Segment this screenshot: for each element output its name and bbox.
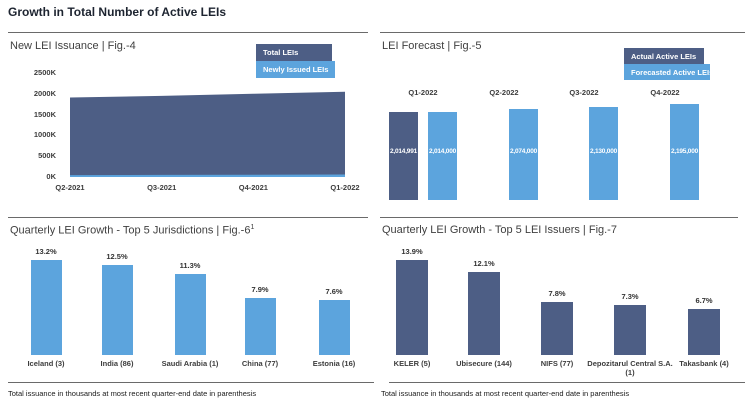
legend-item-actual-active-leis: Actual Active LEIs	[624, 48, 704, 64]
chart-title-fig7: Quarterly LEI Growth - Top 5 LEI Issuers…	[382, 224, 617, 236]
divider	[380, 217, 738, 218]
footnote-marker: 1	[250, 224, 255, 231]
bar	[30, 260, 62, 355]
area-series-svg	[70, 91, 345, 177]
bar	[244, 298, 276, 355]
percent-label: 13.2%	[35, 247, 57, 256]
x-axis-label: Q4-2021	[238, 183, 268, 192]
divider	[8, 32, 368, 33]
bar	[541, 302, 573, 355]
category-label: India (86)	[100, 359, 134, 368]
category-label: Q1-2022	[408, 88, 438, 97]
bar-forecast	[670, 104, 699, 200]
category-label: Q3-2022	[569, 88, 599, 97]
area-series-newly-issued-leis	[70, 174, 345, 177]
x-axis-label: Q3-2021	[147, 183, 177, 192]
bar	[101, 265, 133, 355]
chart-title-fig5: LEI Forecast | Fig.-5	[382, 40, 482, 52]
footnote-fig6: Total issuance in thousands at most rece…	[8, 389, 257, 398]
divider	[389, 382, 745, 383]
legend-fig4: Total LEIs Newly Issued LEIs	[256, 44, 335, 78]
percent-label: 12.5%	[106, 252, 128, 261]
category-label: Depozitarul Central S.A. (1)	[587, 359, 673, 377]
chart-title-fig6: Quarterly LEI Growth - Top 5 Jurisdictio…	[10, 224, 254, 237]
divider	[8, 382, 374, 383]
bar	[614, 305, 646, 355]
bar-value-label: 2,014,991	[389, 148, 418, 155]
bar-actual	[389, 112, 418, 200]
legend-item-total-leis: Total LEIs	[256, 44, 332, 61]
y-tick-label: 1500K	[33, 110, 56, 119]
category-label: Iceland (3)	[27, 359, 65, 368]
percent-label: 7.9%	[251, 285, 269, 294]
category-label: Estonia (16)	[312, 359, 356, 368]
page-title: Growth in Total Number of Active LEIs	[8, 5, 227, 19]
percent-label: 13.9%	[401, 247, 423, 256]
divider	[8, 217, 368, 218]
bar	[318, 300, 350, 355]
bar-value-label: 2,195,000	[670, 148, 699, 155]
y-tick-label: 500K	[38, 151, 56, 160]
footnote-fig7: Total issuance in thousands at most rece…	[381, 389, 630, 398]
y-tick-label: 2000K	[33, 89, 56, 98]
divider	[380, 32, 745, 33]
y-tick-label: 0K	[46, 172, 56, 181]
legend-item-newly-issued-leis: Newly Issued LEIs	[256, 61, 335, 78]
percent-label: 11.3%	[179, 261, 201, 270]
category-label: China (77)	[241, 359, 279, 368]
y-tick-label: 1000K	[33, 130, 56, 139]
bar-forecast	[589, 107, 618, 200]
legend-fig5: Actual Active LEIs Forecasted Active LEI…	[624, 48, 713, 80]
percent-label: 7.3%	[621, 292, 639, 301]
percent-label: 7.8%	[548, 289, 566, 298]
x-axis-label: Q1-2022	[330, 183, 360, 192]
category-label: Q2-2022	[489, 88, 519, 97]
bar-forecast	[509, 109, 538, 200]
bar-value-label: 2,074,000	[509, 148, 538, 155]
bar-value-label: 2,130,000	[589, 148, 618, 155]
legend-item-forecasted-active-leis: Forecasted Active LEIs	[624, 64, 713, 80]
category-label: NIFS (77)	[540, 359, 574, 368]
y-tick-label: 2500K	[33, 68, 56, 77]
category-label: Takasbank (4)	[679, 359, 729, 368]
bar	[396, 260, 428, 355]
percent-label: 6.7%	[695, 296, 713, 305]
area-series-total-leis	[70, 91, 345, 177]
category-label: KELER (5)	[393, 359, 431, 368]
bar	[688, 309, 720, 355]
bar-value-label: 2,014,000	[428, 148, 457, 155]
chart-title-fig4: New LEI Issuance | Fig.-4	[10, 40, 136, 52]
percent-label: 7.6%	[325, 287, 343, 296]
percent-label: 12.1%	[473, 259, 495, 268]
bar	[468, 272, 500, 355]
bar-forecast	[428, 112, 457, 200]
category-label: Saudi Arabia (1)	[161, 359, 219, 368]
category-label: Ubisecure (144)	[456, 359, 512, 368]
bar	[174, 274, 206, 355]
x-axis-label: Q2-2021	[55, 183, 85, 192]
category-label: Q4-2022	[650, 88, 680, 97]
chart-title-text: Quarterly LEI Growth - Top 5 Jurisdictio…	[10, 224, 251, 237]
